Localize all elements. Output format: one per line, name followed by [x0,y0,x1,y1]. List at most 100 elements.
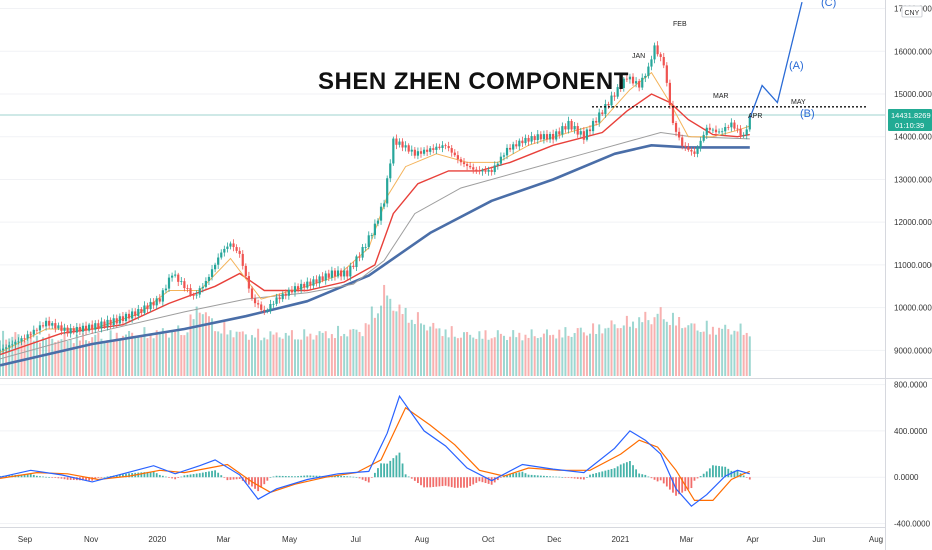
candle-body [100,321,103,329]
macd-histogram-bar [82,477,84,481]
macd-histogram-bar [524,473,527,478]
volume-bar [174,331,177,376]
volume-bar [143,327,146,376]
candle-body [567,120,570,130]
time-tick-label: Dec [547,535,561,544]
volume-bar [419,323,422,376]
volume-bar [530,329,533,376]
candle-body [647,66,650,76]
volume-bar [211,318,214,376]
macd-histogram-bar [460,477,462,488]
volume-bar [610,320,613,376]
candle-body [619,87,622,89]
candle-body [650,59,653,67]
candle-body [585,129,589,140]
volume-bar [650,324,653,376]
macd-histogram-bar [161,475,164,478]
macd-histogram-bar [174,477,177,480]
volume-bar [294,339,296,376]
candle-body [336,270,340,277]
candle-body [573,126,576,130]
candle-body [730,122,733,128]
macd-histogram-bar [684,477,687,492]
candle-body [69,328,72,334]
macd-histogram-bar [32,474,35,478]
time-tick-label: Sep [18,535,33,544]
volume-bar [401,314,404,376]
macd-histogram-bar [638,473,641,478]
volume-bar [441,336,444,376]
macd-histogram-bar [306,475,309,478]
macd-histogram-bar [629,461,631,478]
candle-body [389,163,392,179]
volume-bar [168,337,171,376]
volume-bar [407,322,410,376]
macd-histogram-bar [582,477,585,480]
volume-bar [235,331,238,376]
candle-body [333,270,337,277]
macd-histogram-bar [266,477,269,481]
volume-bar [705,320,708,376]
candle-body [161,290,164,302]
macd-histogram-bar [149,471,152,478]
volume-bar [229,330,232,376]
candle-body [60,325,63,331]
macd-histogram-bar [736,470,739,478]
candle-body [465,164,469,166]
volume-bar [696,330,699,376]
macd-tick-label: 0.0000 [894,473,919,482]
volume-bar [318,331,321,376]
macd-histogram-bar [715,465,717,478]
macd-histogram-bar [659,477,662,481]
macd-histogram-bar [573,477,576,479]
candle-body [315,279,318,284]
macd-histogram-bar [579,477,582,480]
volume-bar [644,311,647,376]
volume-bar [20,338,23,376]
macd-histogram-bar [337,475,339,478]
volume-bar [429,326,432,376]
macd-histogram-bar [143,472,146,478]
candle-body [505,147,509,156]
macd-histogram-bar [727,468,730,478]
candle-body [103,321,106,327]
volume-bar [545,329,548,376]
volume-bar [29,331,32,376]
volume-bar [733,330,736,376]
volume-bar [275,332,278,376]
candle-body [189,288,192,295]
volume-bar [745,332,748,376]
volume-bar [180,335,183,376]
macd-histogram-bar [349,476,352,478]
volume-bar [558,329,561,376]
ema-fast-line [0,71,750,353]
candle-body [444,145,447,147]
macd-line [0,394,750,508]
candle-body [54,323,57,329]
macd-histogram-bar [398,452,401,478]
macd-histogram-bar [607,469,610,478]
volume-bar [81,333,84,376]
macd-histogram-bar [48,477,51,478]
volume-bar [499,333,502,376]
volume-bar [155,330,158,376]
candle-body [66,327,69,334]
candle-body [358,256,361,258]
volume-bar [284,332,287,376]
volume-bar [370,306,373,376]
volume-bar [675,325,678,376]
annotation-jan: JAN [632,53,645,60]
candle-body [521,140,524,144]
volume-bar [509,336,512,376]
volume-bar [287,335,290,376]
candle-body [223,248,226,253]
candle-body [8,345,11,348]
macd-histogram-bar [257,477,260,492]
volume-bar [585,335,588,376]
candle-body [475,169,478,171]
macd-histogram-bar [168,477,170,478]
volume-bar [564,327,567,376]
volume-bar [589,333,591,376]
volume-bar [103,341,106,376]
macd-histogram-bar [690,477,693,489]
